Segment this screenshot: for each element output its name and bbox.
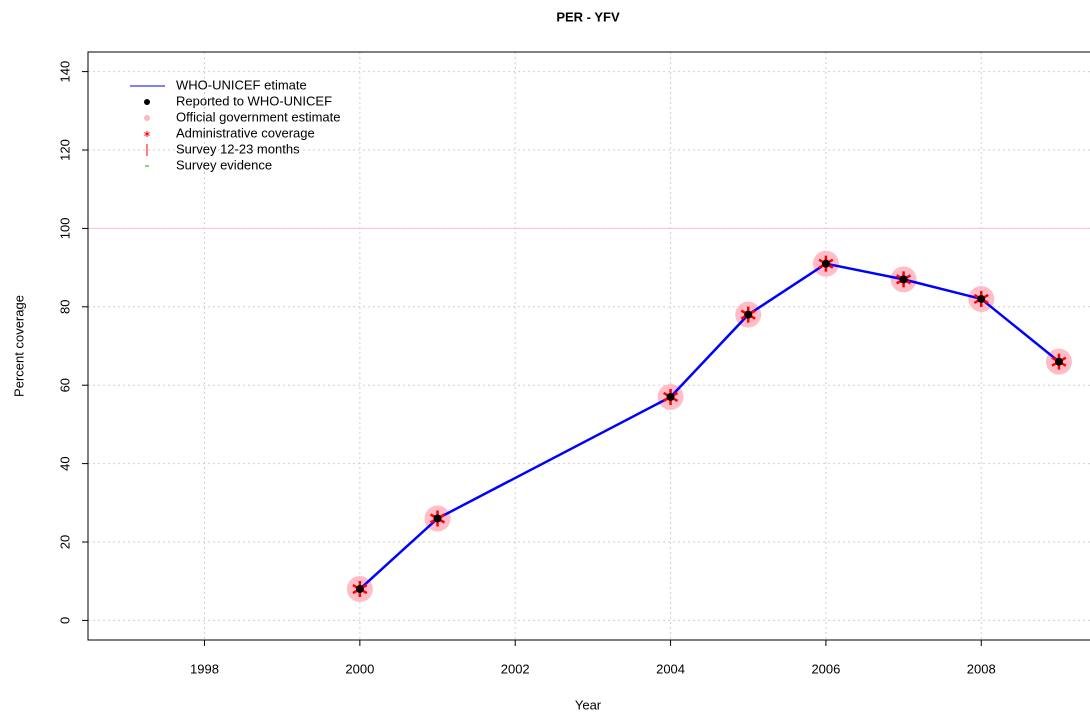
y-tick-label: 60 bbox=[57, 378, 72, 392]
reported-point bbox=[744, 310, 753, 319]
y-tick-label: 80 bbox=[57, 300, 72, 314]
x-tick-label: 2002 bbox=[501, 661, 530, 676]
legend-label: WHO-UNICEF etimate bbox=[176, 77, 307, 92]
y-tick-label: 140 bbox=[57, 61, 72, 83]
reported-point bbox=[433, 514, 442, 523]
x-tick-label: 1998 bbox=[190, 661, 219, 676]
y-tick-label: 0 bbox=[57, 617, 72, 624]
legend-swatch bbox=[144, 99, 150, 105]
legend-item: Administrative coverage bbox=[144, 125, 315, 140]
legend-item: Official government estimate bbox=[144, 109, 341, 124]
reported-point bbox=[899, 275, 908, 284]
reported-point bbox=[977, 294, 986, 303]
y-tick-label: 100 bbox=[57, 218, 72, 240]
reported-point bbox=[821, 259, 830, 268]
legend-label: Administrative coverage bbox=[176, 125, 315, 140]
legend-label: Survey evidence bbox=[176, 157, 272, 172]
legend-label: Reported to WHO-UNICEF bbox=[176, 93, 332, 108]
y-axis-label: Percent coverage bbox=[11, 295, 26, 397]
legend-item: Survey 12-23 months bbox=[146, 141, 300, 156]
legend-label: Official government estimate bbox=[176, 109, 341, 124]
x-tick-label: 2004 bbox=[656, 661, 685, 676]
legend-item: Reported to WHO-UNICEF bbox=[144, 93, 332, 108]
chart-title: PER - YFV bbox=[556, 9, 620, 24]
reported-point bbox=[1054, 357, 1063, 366]
legend-label: Survey 12-23 months bbox=[176, 141, 300, 156]
y-tick-label: 120 bbox=[57, 139, 72, 161]
plot-frame bbox=[87, 51, 1090, 641]
legend-swatch bbox=[144, 131, 150, 137]
reported-point bbox=[666, 392, 675, 401]
x-tick-label: 2006 bbox=[811, 661, 840, 676]
y-tick-label: 40 bbox=[57, 456, 72, 470]
y-tick-label: 20 bbox=[57, 535, 72, 549]
x-tick-label: 2008 bbox=[967, 661, 996, 676]
legend-item: WHO-UNICEF etimate bbox=[130, 77, 307, 92]
legend-swatch bbox=[144, 115, 150, 121]
x-axis-label: Year bbox=[575, 697, 602, 712]
x-tick-label: 2000 bbox=[345, 661, 374, 676]
legend-item: Survey evidence bbox=[145, 157, 272, 172]
estimate-line bbox=[359, 262, 1060, 590]
reported-point bbox=[355, 585, 364, 594]
